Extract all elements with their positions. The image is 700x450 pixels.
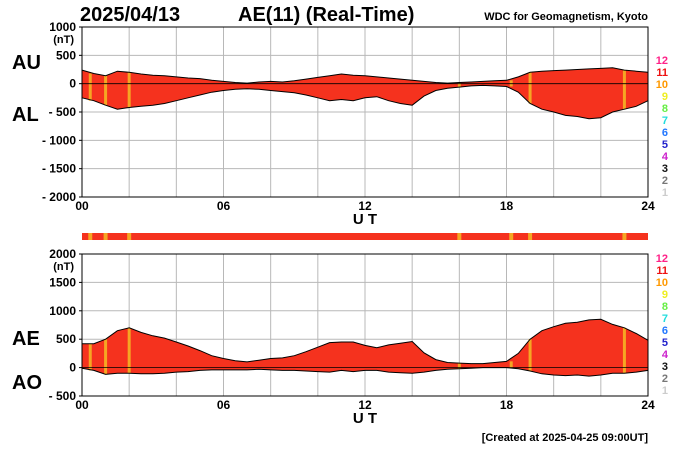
station-change-stripe bbox=[104, 339, 108, 375]
y-tick-label: - 2000 bbox=[42, 190, 76, 204]
x-tick-label: 24 bbox=[641, 398, 655, 412]
x-axis-label: U T bbox=[353, 211, 377, 228]
legend-count-11: 11 bbox=[656, 67, 668, 79]
legend-count-1: 1 bbox=[662, 187, 668, 199]
y-tick-label: - 1000 bbox=[42, 133, 76, 147]
legend-count-5: 5 bbox=[662, 337, 668, 349]
station-change-stripe bbox=[457, 82, 461, 88]
legend-count-12: 12 bbox=[656, 55, 668, 67]
legend-count-6: 6 bbox=[662, 127, 668, 139]
x-tick-label: 12 bbox=[358, 398, 372, 412]
legend-count-7: 7 bbox=[662, 313, 668, 325]
y-tick-label: - 500 bbox=[49, 389, 77, 403]
series-line-ae bbox=[82, 318, 649, 365]
station-change-stripe bbox=[622, 70, 626, 110]
chart-title: AE(11) (Real-Time) bbox=[238, 4, 415, 26]
ribbon-bar bbox=[82, 233, 648, 240]
y-tick-label: 500 bbox=[56, 332, 76, 346]
y-tick-label: - 1500 bbox=[42, 162, 76, 176]
legend-count-10: 10 bbox=[656, 79, 668, 91]
activity-ribbon bbox=[82, 233, 648, 240]
ribbon-stripe bbox=[88, 233, 93, 240]
au-al-panel: 1000 500 0 - 500 - 1000 - 1500 - 2000 (nT) 00 06 1… bbox=[42, 20, 655, 228]
station-change-stripe bbox=[528, 339, 532, 372]
x-tick-label: 00 bbox=[75, 398, 89, 412]
data-source: WDC for Geomagnetism, Kyoto bbox=[484, 11, 648, 23]
y-tick-label: - 500 bbox=[49, 105, 77, 119]
legend-count-9: 9 bbox=[662, 289, 668, 301]
station-change-stripe bbox=[127, 72, 131, 108]
unit-label: (nT) bbox=[53, 34, 74, 46]
station-change-stripe bbox=[528, 72, 532, 104]
y-tick-label: 0 bbox=[69, 361, 76, 375]
legend-count-8: 8 bbox=[662, 103, 668, 115]
au-label: AU bbox=[12, 52, 41, 74]
station-change-stripe bbox=[622, 327, 626, 374]
legend-count-7: 7 bbox=[662, 115, 668, 127]
station-change-stripe bbox=[104, 75, 108, 106]
y-tick-label: 500 bbox=[56, 48, 76, 62]
y-tick-label: 1500 bbox=[49, 275, 76, 289]
x-axis-label: U T bbox=[353, 410, 377, 427]
legend-count-6: 6 bbox=[662, 325, 668, 337]
station-change-stripe bbox=[509, 361, 513, 368]
ribbon-stripe bbox=[528, 233, 533, 240]
ribbon-stripe bbox=[509, 233, 514, 240]
legend-count-3: 3 bbox=[662, 361, 668, 373]
station-change-stripe bbox=[127, 327, 131, 374]
legend-count-10: 10 bbox=[656, 277, 668, 289]
y-tick-label: 0 bbox=[69, 77, 76, 91]
y-tick-label: 1000 bbox=[49, 20, 76, 34]
y-tick-label: 2000 bbox=[49, 247, 76, 261]
created-timestamp: [Created at 2025-04-25 09:00UT] bbox=[481, 432, 648, 444]
legend-count-9: 9 bbox=[662, 91, 668, 103]
x-tick-label: 24 bbox=[641, 199, 655, 213]
ao-label: AO bbox=[12, 372, 42, 394]
ae-label: AE bbox=[12, 328, 40, 350]
legend-count-2: 2 bbox=[662, 175, 668, 187]
legend-count-3: 3 bbox=[662, 163, 668, 175]
al-label: AL bbox=[12, 104, 39, 126]
ribbon-stripe bbox=[622, 233, 627, 240]
plot-frame bbox=[81, 253, 649, 397]
x-tick-label: 06 bbox=[217, 199, 231, 213]
legend-count-11: 11 bbox=[656, 265, 668, 277]
x-tick-label: 00 bbox=[75, 199, 89, 213]
unit-label: (nT) bbox=[53, 261, 74, 273]
legend-count-5: 5 bbox=[662, 139, 668, 151]
station-change-stripe bbox=[88, 343, 92, 371]
station-change-stripe bbox=[88, 73, 92, 101]
legend-count-4: 4 bbox=[662, 349, 669, 361]
legend-count-4: 4 bbox=[662, 151, 669, 163]
x-tick-label: 06 bbox=[217, 398, 231, 412]
series-line-au bbox=[81, 67, 649, 84]
legend-count-8: 8 bbox=[662, 301, 668, 313]
x-tick-label: 18 bbox=[500, 199, 514, 213]
ae-ao-panel: 2000 1500 1000 500 0 - 500 (nT) 00 06 12 18 24 U T bbox=[49, 247, 655, 427]
legend-count-2: 2 bbox=[662, 373, 668, 385]
chart-date: 2025/04/13 bbox=[80, 4, 181, 26]
series-line-al bbox=[81, 84, 649, 120]
ribbon-stripe bbox=[103, 233, 108, 240]
legend-count-12: 12 bbox=[656, 253, 668, 265]
station-change-stripe bbox=[457, 363, 461, 369]
ribbon-stripe bbox=[457, 233, 462, 240]
ribbon-stripe bbox=[127, 233, 132, 240]
x-tick-label: 18 bbox=[500, 398, 514, 412]
legend-count-1: 1 bbox=[662, 385, 668, 397]
y-tick-label: 1000 bbox=[49, 304, 76, 318]
x-tick-label: 12 bbox=[358, 199, 372, 213]
series-line-ao bbox=[81, 367, 649, 377]
